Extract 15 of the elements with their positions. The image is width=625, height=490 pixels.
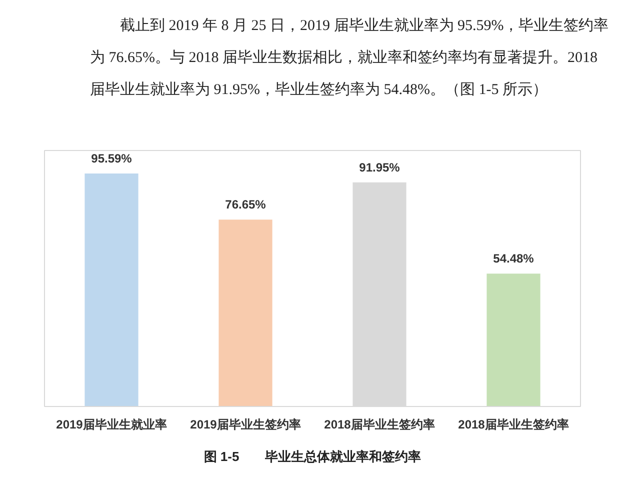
text: 图 1-5 毕业生总体就业率和签约率 [204,448,422,466]
x-tick-label: 2019届毕业生签约率 [190,418,301,432]
data-label: 95.59% [91,151,132,166]
x-tick-label: 2018届毕业生签约率 [458,418,569,432]
data-label: 76.65% [225,198,266,212]
bar [218,220,272,406]
text: 为 76.65%。与 2018 届毕业生数据相比，就业率和签约率均有显著提升。2018 [90,50,598,66]
data-label: 54.48% [493,252,534,266]
bar [486,274,540,406]
x-tick-label: 2018届毕业生签约率 [324,418,435,432]
bar [84,173,138,406]
data-label: 91.95% [359,160,400,174]
text: 届毕业生就业率为 91.95%，毕业生签约率为 54.48%。（图 1-5 所示） [90,82,548,98]
x-tick-label: 2019届毕业生就业率 [56,418,167,432]
text: 截止到 2019 年 8 月 25 日，2019 届毕业生就业率为 95.59%，毕业生签约率 [120,18,609,34]
